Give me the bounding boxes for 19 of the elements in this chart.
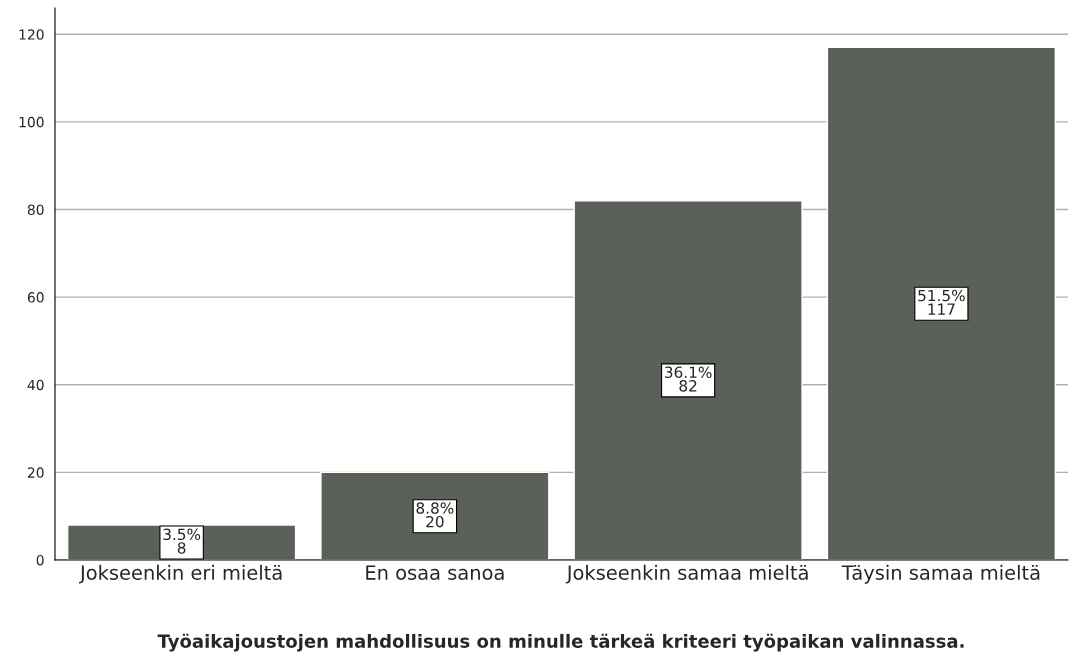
y-tick-label: 20	[27, 467, 44, 478]
y-tick-label: 40	[27, 379, 44, 391]
data-label: 36.1% 82	[665, 366, 712, 392]
y-tick-label: 100	[19, 116, 44, 128]
y-tick-label: 60	[27, 292, 44, 303]
data-label: 3.5% 8	[163, 528, 201, 554]
bar	[573, 200, 803, 560]
x-tick-label: Jokseenkin samaa mieltä	[565, 564, 808, 584]
data-label: 51.5% 117	[918, 289, 965, 315]
x-tick-label: En osaa sanoa	[366, 565, 504, 580]
x-tick-label: Täysin samaa mieltä	[841, 564, 1040, 584]
y-tick-label: 0	[36, 554, 44, 566]
x-axis-title: Työaikajoustojen mahdollisuus on minulle tärkeä kriteeri työpaikan valinnassa.	[157, 633, 964, 652]
bar	[320, 471, 550, 560]
bar	[826, 46, 1057, 560]
x-tick-label: Jokseenkin eri mieltä	[79, 564, 282, 584]
data-label: 8.8% 20	[416, 502, 454, 528]
y-tick-label: 120	[19, 29, 44, 40]
y-tick-label: 80	[27, 204, 44, 215]
